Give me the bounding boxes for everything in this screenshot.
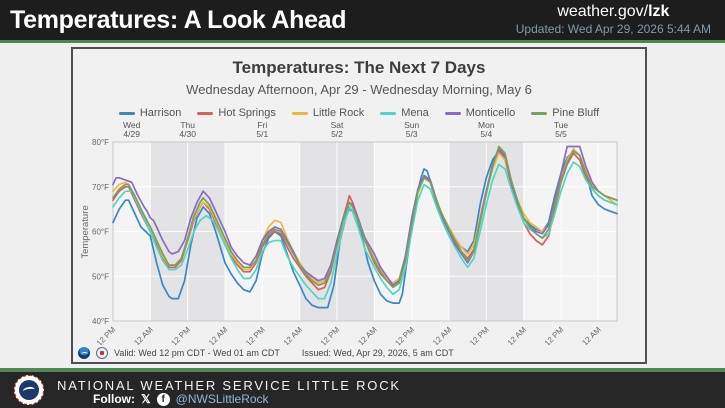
issued-text: Issued: Wed, Apr 29, 2026, 5 am CDT xyxy=(301,348,454,358)
series-line-pine-bluff xyxy=(112,145,618,289)
x-tick-label: 12 PM xyxy=(169,325,192,345)
y-tick-label: 50°F xyxy=(92,272,109,281)
day-label: Fri 5/1 xyxy=(256,120,268,139)
office-name: NATIONAL WEATHER SERVICE LITTLE ROCK xyxy=(57,378,401,393)
website-office-code: lzk xyxy=(648,3,670,21)
legend-swatch xyxy=(291,111,308,115)
y-tick-label: 40°F xyxy=(92,317,109,326)
legend-label: Little Rock xyxy=(312,107,365,119)
legend-swatch xyxy=(118,111,135,115)
day-label: Sun 5/3 xyxy=(404,120,419,139)
x-tick-label: 12 PM xyxy=(244,325,267,345)
page-title: Temperatures: A Look Ahead xyxy=(10,5,347,34)
green-divider-top xyxy=(0,40,725,43)
legend-label: Mena xyxy=(401,107,429,119)
legend-item-harrison: Harrison xyxy=(118,107,182,119)
x-tick-label: 12 PM xyxy=(393,325,416,345)
y-tick-label: 70°F xyxy=(92,183,109,192)
x-tick-label: 12 PM xyxy=(543,325,566,345)
noaa-logo-icon xyxy=(78,347,90,359)
day-label: Wed 4/29 xyxy=(123,120,141,139)
day-label: Sat 5/2 xyxy=(331,120,344,139)
y-tick-label: 60°F xyxy=(92,228,109,237)
legend-label: Monticello xyxy=(465,107,516,119)
x-tick-label: 12 AM xyxy=(431,325,454,345)
legend-item-pine-bluff: Pine Bluff xyxy=(531,107,599,119)
x-twitter-icon[interactable]: 𝕏 xyxy=(141,392,151,406)
chart-title: Temperatures: The Next 7 Days xyxy=(232,58,486,77)
x-tick-label: 12 AM xyxy=(506,325,529,345)
x-tick-label: 12 AM xyxy=(356,325,379,345)
social-row: Follow: 𝕏 f @NWSLittleRock xyxy=(93,392,269,406)
website-prefix: weather.gov/ xyxy=(557,3,649,21)
follow-label: Follow: xyxy=(93,392,135,406)
chart-legend: Harrison Hot Springs Little Rock Mena Montic… xyxy=(73,107,645,119)
day-label: Mon 5/4 xyxy=(478,120,495,139)
nws-seal-icon xyxy=(14,375,44,405)
header-right: weather.gov/lzk Updated: Wed Apr 29, 202… xyxy=(516,3,715,36)
header-bar: Temperatures: A Look Ahead weather.gov/l… xyxy=(0,0,725,40)
series-line-harrison xyxy=(112,150,618,309)
legend-swatch xyxy=(531,111,548,115)
legend-swatch xyxy=(444,111,461,115)
x-tick-label: 12 AM xyxy=(282,325,305,345)
valid-text: Valid: Wed 12 pm CDT - Wed 01 am CDT xyxy=(114,348,280,358)
social-handle[interactable]: @NWSLittleRock xyxy=(175,392,269,406)
y-axis-title: Temperature xyxy=(80,205,91,258)
legend-item-mena: Mena xyxy=(380,107,429,119)
chart-subtitle: Wednesday Afternoon, Apr 29 - Wednesday … xyxy=(186,82,532,97)
plot-border xyxy=(112,141,618,322)
card-footer: Valid: Wed 12 pm CDT - Wed 01 am CDT Iss… xyxy=(78,347,454,359)
y-tick-label: 80°F xyxy=(92,138,109,147)
legend-swatch xyxy=(380,111,397,115)
updated-timestamp: Updated: Wed Apr 29, 2026 5:44 AM xyxy=(515,21,711,36)
green-divider-bottom xyxy=(0,368,725,372)
legend-label: Harrison xyxy=(139,107,182,119)
legend-label: Hot Springs xyxy=(218,107,276,119)
day-label: Thu 4/30 xyxy=(179,120,196,139)
nws-seal-inner xyxy=(19,380,39,400)
legend-item-hot-springs: Hot Springs xyxy=(197,107,276,119)
facebook-icon[interactable]: f xyxy=(156,392,170,406)
x-tick-label: 12 PM xyxy=(468,325,491,345)
x-tick-label: 12 AM xyxy=(132,325,155,345)
temperature-chart: Wed 4/29 Thu 4/30 Fri 5/1 Sat 5/2 Sun 5/3 Mon 5/4 Tu… xyxy=(80,120,618,348)
legend-item-monticello: Monticello xyxy=(444,107,516,119)
legend-item-little-rock: Little Rock xyxy=(291,107,365,119)
legend-swatch xyxy=(197,111,214,115)
main-area: Temperatures: The Next 7 Days Wednesday … xyxy=(0,43,725,368)
legend-label: Pine Bluff xyxy=(552,107,600,119)
day-label: Tue 5/5 xyxy=(554,120,569,139)
x-tick-label: 12 AM xyxy=(207,325,230,345)
x-tick-label: 12 PM xyxy=(95,325,118,345)
nws-mini-logo-icon xyxy=(96,347,108,359)
chart-svg: Wed 4/29 Thu 4/30 Fri 5/1 Sat 5/2 Sun 5/3 Mon 5/4 Tu… xyxy=(79,119,641,348)
x-tick-label: 12 AM xyxy=(580,325,603,345)
website-link[interactable]: weather.gov/lzk xyxy=(516,3,711,21)
footer-bar: NATIONAL WEATHER SERVICE LITTLE ROCK Fol… xyxy=(0,372,725,408)
x-tick-label: 12 PM xyxy=(319,325,342,345)
chart-card: Temperatures: The Next 7 Days Wednesday … xyxy=(71,47,647,364)
